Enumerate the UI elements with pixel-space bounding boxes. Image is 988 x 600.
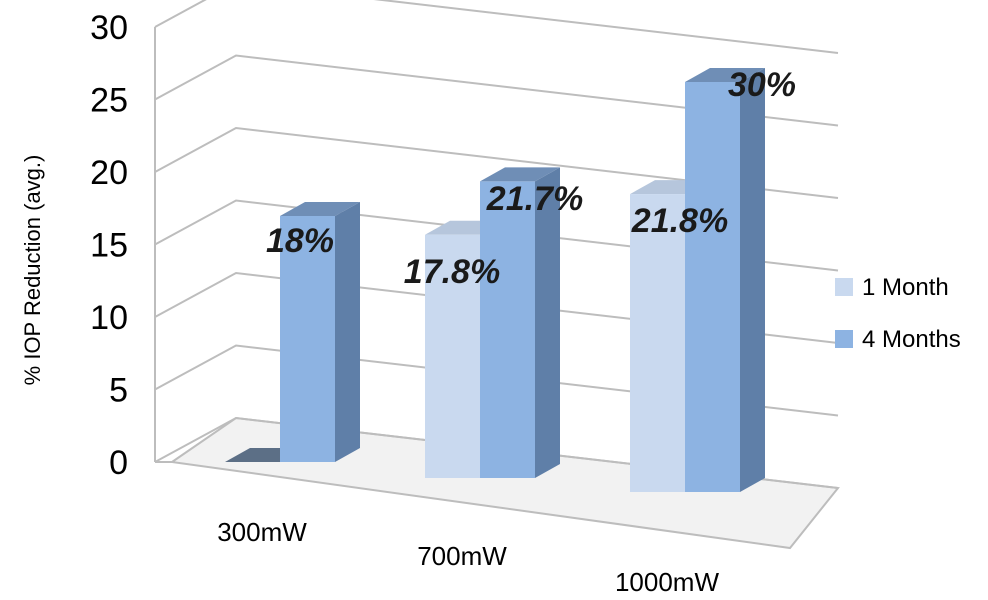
axis-labels: 0 5 10 15 20 25 30 300mW 700mW 1000mW xyxy=(90,9,719,597)
data-labels: 18% 17.8% 21.7% 21.8% 30% xyxy=(266,66,796,291)
data-label: 17.8% xyxy=(404,253,500,291)
data-label: 21.8% xyxy=(631,202,728,240)
bar-side xyxy=(535,167,560,478)
x-category-label: 700mW xyxy=(417,541,507,571)
y-tick-label: 5 xyxy=(109,372,128,410)
gridlines xyxy=(154,0,839,489)
data-label: 18% xyxy=(266,222,334,260)
y-tick-label: 15 xyxy=(90,227,128,265)
legend-swatch xyxy=(835,330,853,348)
x-category-label: 1000mW xyxy=(615,567,719,597)
x-category-label: 300mW xyxy=(217,517,307,547)
bar-top xyxy=(480,167,560,182)
legend-swatch xyxy=(835,278,853,296)
bar xyxy=(425,234,480,478)
bar xyxy=(280,216,335,462)
data-label: 21.7% xyxy=(486,180,583,218)
bar xyxy=(630,194,685,493)
gridline xyxy=(154,54,839,127)
bar xyxy=(480,181,535,478)
data-label: 30% xyxy=(728,66,796,104)
bars xyxy=(225,68,765,493)
legend-label: 4 Months xyxy=(862,326,961,353)
bar-top xyxy=(685,68,765,82)
y-axis-title: % IOP Reduction (avg.) xyxy=(20,155,45,386)
y-tick-label: 0 xyxy=(109,444,128,482)
y-tick-label: 25 xyxy=(90,82,128,120)
bar-top xyxy=(280,202,360,216)
bar xyxy=(685,82,740,492)
gridline xyxy=(154,0,839,54)
bar-side xyxy=(335,202,360,462)
y-tick-label: 10 xyxy=(90,299,128,337)
y-tick-label: 20 xyxy=(90,154,128,192)
legend-label: 1 Month xyxy=(862,274,949,301)
y-tick-label: 30 xyxy=(90,9,128,47)
bar-side xyxy=(740,68,765,492)
gridline xyxy=(154,126,839,199)
legend: 1 Month 4 Months xyxy=(835,274,961,353)
